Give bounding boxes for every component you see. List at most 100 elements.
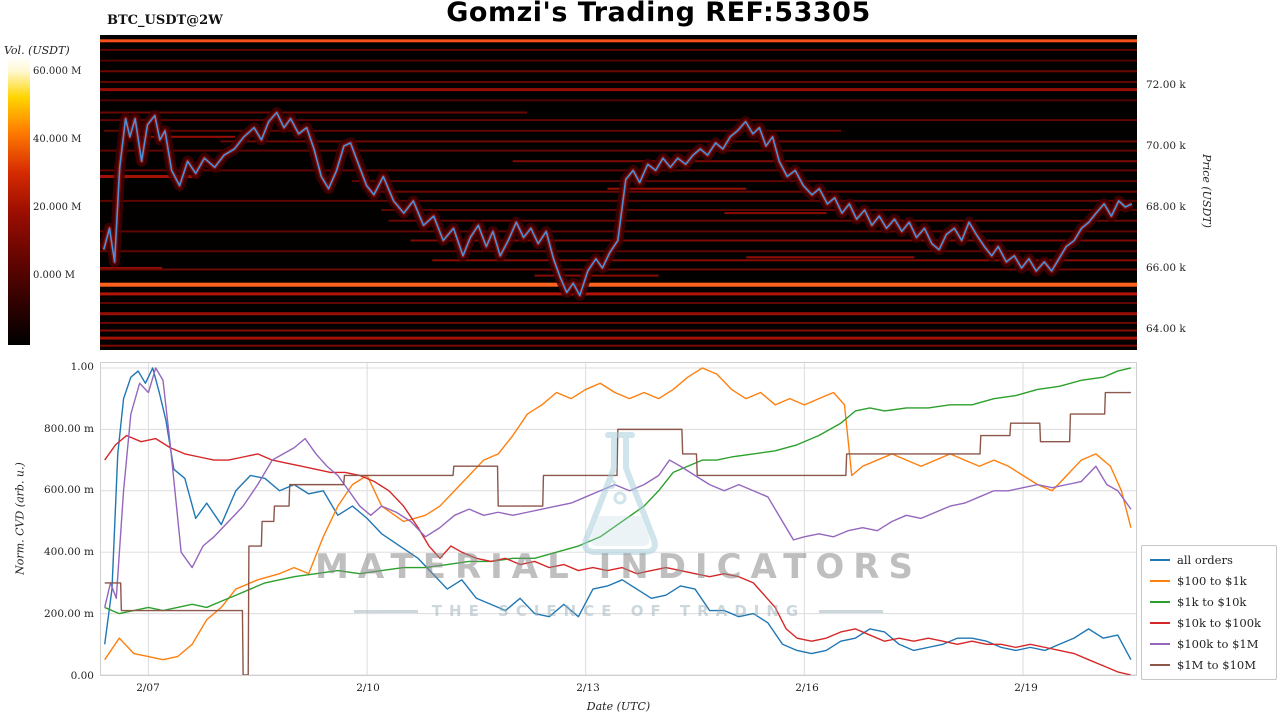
price-tick: 68.00 k — [1146, 201, 1186, 213]
volume-band — [381, 209, 1137, 211]
volume-band — [366, 190, 1138, 193]
volume-band — [100, 312, 1137, 316]
legend-item: $1k to $10k — [1150, 595, 1268, 609]
volume-band — [534, 274, 659, 277]
cvd-line--100k-to-1m — [104, 367, 1132, 608]
cvd-tick: 600.00 m — [43, 484, 94, 496]
date-tick: 2/19 — [1014, 682, 1038, 694]
watermark-dash — [819, 609, 884, 613]
legend-swatch — [1150, 580, 1170, 582]
volume-band — [100, 268, 1137, 271]
page-title: Gomzi's Trading REF:53305 — [446, 0, 871, 28]
watermark-flask-icon — [582, 432, 658, 555]
volume-band — [100, 282, 1137, 287]
legend-item: all orders — [1150, 553, 1268, 567]
volume-band — [100, 321, 1137, 324]
volume-band — [100, 59, 1137, 62]
cvd-tick: 0.00 — [70, 670, 94, 682]
legend-swatch — [1150, 622, 1170, 624]
colorbar-tick: 0.000 M — [33, 270, 76, 281]
cvd-tick: 400.00 m — [43, 546, 94, 558]
heatmap-canvas — [98, 35, 1138, 350]
watermark-tagline-text: THE SCIENCE OF TRADING — [431, 602, 806, 620]
legend-item: $100k to $1M — [1150, 637, 1268, 651]
volume-band — [100, 267, 163, 269]
volume-colorbar — [8, 57, 30, 345]
cvd-line--100-to-1k — [104, 367, 1132, 661]
cvd-canvas — [101, 363, 1136, 676]
legend-label: $1k to $10k — [1177, 595, 1247, 609]
date-tick: 2/16 — [795, 682, 819, 694]
volume-band — [100, 149, 1137, 152]
legend-swatch — [1150, 664, 1170, 666]
volume-band — [410, 239, 1137, 242]
volume-band — [132, 135, 236, 138]
legend-item: $10k to $100k — [1150, 616, 1268, 630]
legend-label: $100k to $1M — [1177, 637, 1259, 651]
volume-band — [388, 219, 1137, 222]
legend: all orders $100 to $1k $1k to $10k $10k to … — [1141, 545, 1277, 680]
cvd-chart-panel — [100, 362, 1137, 676]
legend-label: $10k to $100k — [1177, 616, 1262, 630]
colorbar-label: Vol. (USDT) — [4, 44, 70, 57]
cvd-line--1m-to-10m — [104, 391, 1131, 676]
date-tick: 2/07 — [136, 682, 160, 694]
volume-band — [100, 250, 1137, 253]
cvd-tick: 200.00 m — [43, 608, 94, 620]
colorbar-tick: 20.000 M — [33, 202, 82, 213]
legend-item: $100 to $1k — [1150, 574, 1268, 588]
symbol-label: BTC_USDT@2W — [107, 13, 223, 28]
volume-band — [100, 329, 1137, 332]
volume-band — [100, 119, 1137, 122]
price-tick: 66.00 k — [1146, 262, 1186, 274]
volume-band — [100, 292, 1137, 296]
price-tick: 72.00 k — [1146, 79, 1186, 91]
volume-band — [100, 70, 1137, 73]
price-line — [102, 111, 1133, 297]
volume-band — [607, 187, 747, 190]
volume-band — [100, 111, 528, 114]
volume-band — [100, 81, 1137, 83]
volume-band — [100, 99, 1137, 102]
volume-band — [432, 259, 1137, 262]
volume-band — [100, 175, 199, 178]
date-tick: 2/10 — [356, 682, 380, 694]
legend-label: all orders — [1177, 553, 1233, 567]
date-tick: 2/13 — [576, 682, 600, 694]
cvd-line--1k-to-10k — [104, 367, 1132, 615]
price-tick: 64.00 k — [1146, 323, 1186, 335]
volume-band — [100, 302, 1137, 304]
legend-swatch — [1150, 559, 1170, 561]
cvd-line--10k-to-100k — [104, 434, 1132, 676]
price-axis-label: Price (USDT) — [1200, 154, 1213, 228]
cvd-tick: 1.00 — [70, 361, 94, 373]
legend-label: $1M to $10M — [1177, 658, 1256, 672]
volume-band — [746, 256, 915, 259]
cvd-axis-label: Norm. CVD (arb. u.) — [13, 462, 27, 575]
colorbar-tick: 60.000 M — [33, 66, 82, 77]
volume-band — [103, 129, 842, 132]
cvd-tick: 800.00 m — [43, 423, 94, 435]
volume-band — [724, 212, 827, 215]
colorbar-tick: 40.000 M — [33, 134, 82, 145]
legend-swatch — [1150, 601, 1170, 603]
volume-band — [100, 88, 1137, 92]
volume-band — [100, 169, 1137, 172]
watermark-tagline: THE SCIENCE OF TRADING — [100, 602, 1137, 620]
volume-band — [100, 336, 1137, 340]
legend-swatch — [1150, 643, 1170, 645]
volume-band — [351, 180, 1137, 183]
legend-item: $1M to $10M — [1150, 658, 1268, 672]
volume-band — [512, 160, 1137, 163]
price-tick: 70.00 k — [1146, 140, 1186, 152]
date-axis-label: Date (UTC) — [586, 700, 651, 713]
watermark-dash — [353, 609, 418, 613]
price-heatmap-panel — [98, 35, 1138, 350]
legend-label: $100 to $1k — [1177, 574, 1247, 588]
volume-band — [100, 39, 1137, 43]
volume-band — [220, 140, 1137, 143]
volume-band — [100, 48, 1137, 51]
volume-band — [100, 344, 1137, 347]
watermark-brand-text: MATERIAL INDICATORS — [315, 547, 922, 587]
